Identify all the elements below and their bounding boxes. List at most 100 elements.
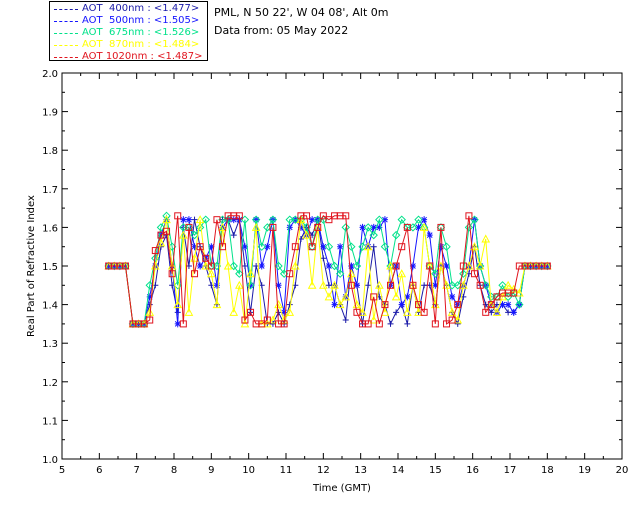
- data-point: [302, 230, 311, 239]
- series-layer: [104, 211, 552, 329]
- data-point: [201, 261, 211, 270]
- data-point: [213, 281, 220, 289]
- data-point: [179, 320, 187, 328]
- data-point: [213, 216, 221, 224]
- data-point: [212, 300, 222, 309]
- data-point: [426, 262, 434, 270]
- data-point: [335, 269, 345, 278]
- y-tick-label: 1.7: [42, 185, 58, 196]
- data-point: [163, 227, 171, 235]
- data-point: [230, 216, 237, 224]
- y-tick-label: 2.0: [42, 69, 58, 80]
- data-point: [510, 308, 517, 316]
- y-tick-label: 1.5: [42, 262, 58, 273]
- data-point: [398, 301, 405, 309]
- data-point: [173, 281, 182, 290]
- data-point: [320, 255, 327, 262]
- data-point: [191, 243, 198, 251]
- data-point: [421, 216, 428, 224]
- data-point: [324, 292, 334, 301]
- series-aot-1020nm: [105, 212, 551, 328]
- data-point: [268, 315, 278, 324]
- data-point: [241, 316, 249, 324]
- data-point: [381, 301, 389, 309]
- data-point: [459, 262, 467, 270]
- data-point: [487, 301, 495, 309]
- data-point: [307, 280, 317, 289]
- data-point: [447, 281, 457, 290]
- x-tick-label: 9: [208, 465, 214, 476]
- data-point: [262, 319, 272, 328]
- data-point: [269, 320, 276, 327]
- data-point: [157, 231, 165, 239]
- data-point: [453, 281, 462, 290]
- data-point: [174, 320, 181, 328]
- data-point: [185, 223, 193, 231]
- data-point: [190, 230, 199, 240]
- data-point: [319, 212, 327, 220]
- legend-item: AOT 500nm : <1.505>: [54, 15, 199, 27]
- data-point: [240, 319, 250, 328]
- data-point: [173, 300, 183, 309]
- data-point: [498, 292, 507, 301]
- data-point: [543, 262, 551, 270]
- data-point: [285, 307, 295, 316]
- data-point: [341, 292, 351, 301]
- data-point: [320, 243, 327, 251]
- data-point: [414, 215, 423, 224]
- data-point: [409, 262, 416, 270]
- data-point: [369, 315, 379, 324]
- x-tick-label: 20: [616, 465, 629, 476]
- y-tick-label: 1.2: [42, 378, 58, 389]
- data-point: [380, 242, 390, 251]
- data-point: [370, 223, 377, 231]
- data-point: [363, 242, 373, 251]
- data-point: [325, 216, 333, 224]
- data-point: [291, 243, 299, 251]
- data-point: [398, 243, 406, 251]
- data-point: [348, 262, 355, 270]
- data-point: [493, 293, 501, 301]
- data-point: [168, 270, 176, 278]
- x-tick-label: 13: [354, 465, 367, 476]
- data-point: [443, 262, 450, 270]
- data-point: [431, 269, 440, 278]
- data-point: [447, 307, 457, 316]
- data-point: [195, 215, 205, 224]
- data-point: [397, 269, 407, 278]
- data-point: [375, 215, 384, 224]
- data-point: [309, 216, 316, 224]
- data-point: [458, 280, 468, 289]
- data-point: [409, 281, 417, 289]
- data-point: [274, 261, 283, 271]
- y-tick-label: 1.0: [42, 455, 58, 466]
- data-point: [191, 270, 199, 278]
- data-point: [393, 309, 400, 316]
- data-point: [448, 316, 456, 324]
- data-point: [419, 222, 429, 231]
- data-point: [331, 301, 338, 309]
- data-point: [381, 216, 388, 224]
- data-point: [275, 309, 282, 316]
- data-point: [156, 223, 166, 232]
- data-point: [392, 262, 400, 270]
- data-point: [178, 230, 188, 239]
- data-point: [206, 269, 216, 278]
- data-point: [359, 223, 366, 231]
- legend-line-675: [54, 32, 78, 34]
- data-point: [235, 212, 243, 220]
- y-tick-label: 1.9: [42, 108, 58, 119]
- data-point: [342, 317, 349, 324]
- data-point: [207, 262, 215, 270]
- data-point: [386, 261, 395, 270]
- data-point: [493, 301, 500, 308]
- data-point: [286, 223, 293, 231]
- data-point: [162, 211, 171, 221]
- data-point: [145, 281, 154, 290]
- data-point: [174, 212, 182, 220]
- data-point: [431, 320, 439, 328]
- data-point: [258, 320, 266, 328]
- data-point: [499, 301, 506, 309]
- data-point: [346, 269, 356, 278]
- x-tick-label: 14: [392, 465, 405, 476]
